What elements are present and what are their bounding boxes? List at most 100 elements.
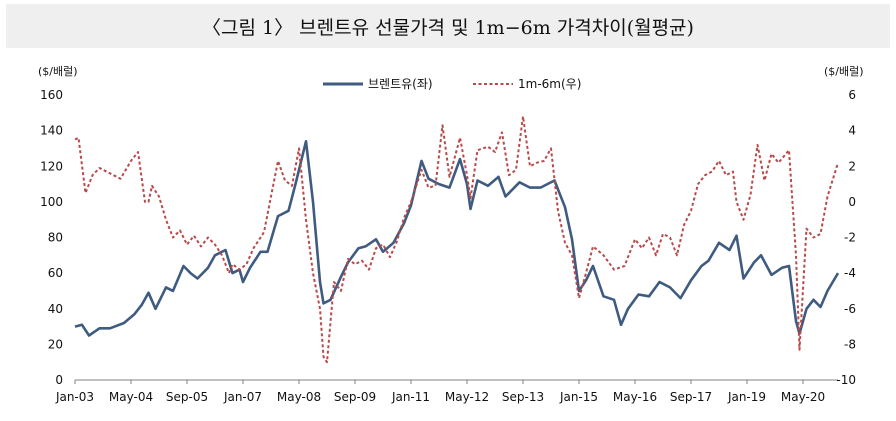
spread-point <box>165 219 167 221</box>
spread-point <box>435 185 437 187</box>
y-right-tick-label: -4 <box>844 266 856 280</box>
brent-price-point <box>820 306 822 308</box>
brent-price-point <box>470 208 472 210</box>
spread-point <box>813 237 815 239</box>
spread-point <box>85 192 87 194</box>
spread-point <box>368 269 370 271</box>
spread-point <box>697 183 699 185</box>
spread-point <box>109 173 111 175</box>
brent-price-point <box>81 324 83 326</box>
brent-price-point <box>141 304 143 306</box>
spread-point <box>246 263 248 265</box>
x-tick-label: Jan-11 <box>391 390 430 404</box>
brent-price-point <box>736 235 738 237</box>
spread-point <box>361 260 363 262</box>
brent-price-point <box>603 295 605 297</box>
y-left-tick-label: 20 <box>48 337 63 351</box>
spread-point <box>277 160 279 162</box>
spread-point <box>389 256 391 258</box>
spread-point <box>319 308 321 310</box>
x-tick-label: May-08 <box>277 390 321 404</box>
brent-price-point <box>627 308 629 310</box>
y-right-tick-label: -2 <box>844 231 856 245</box>
spread-point <box>347 258 349 260</box>
spread-point <box>788 149 790 151</box>
spread-point <box>641 247 643 249</box>
brent-price-point <box>753 262 755 264</box>
spread-point <box>74 139 76 141</box>
y-right-unit-label: ($/배럴) <box>824 65 864 78</box>
spread-point <box>442 124 444 126</box>
spread-point <box>827 196 829 198</box>
spread-point <box>764 180 766 182</box>
spread-point <box>494 151 496 153</box>
brent-price-point <box>260 251 262 253</box>
spread-point <box>683 224 685 226</box>
spread-point <box>690 210 692 212</box>
brent-price-point <box>571 238 573 240</box>
x-tick-label: May-20 <box>781 390 825 404</box>
brent-price-point <box>148 292 150 294</box>
spread-point <box>232 263 234 265</box>
spread-point <box>648 237 650 239</box>
spread-point <box>207 237 209 239</box>
spread-point <box>326 361 328 363</box>
spread-point <box>130 160 132 162</box>
brent-price-point <box>319 281 321 283</box>
spread-point <box>799 349 801 351</box>
brent-price-point <box>197 278 199 280</box>
spread-point <box>270 196 272 198</box>
spread-point <box>806 228 808 230</box>
spread-point <box>725 174 727 176</box>
y-right-tick-label: -8 <box>844 337 856 351</box>
y-left-tick-label: 120 <box>40 159 63 173</box>
brent-price-point <box>529 187 531 189</box>
brent-price-line <box>74 140 840 337</box>
spread-point <box>837 162 839 164</box>
brent-price-point <box>123 322 125 324</box>
spread-point <box>470 197 472 199</box>
brent-price-point <box>680 297 682 299</box>
brent-price-point <box>99 327 101 329</box>
brent-price-point <box>669 287 671 289</box>
spread-point <box>501 132 503 134</box>
spread-point <box>340 290 342 292</box>
brent-price-point <box>827 290 829 292</box>
brent-price-point <box>382 251 384 253</box>
brent-price-point <box>771 274 773 276</box>
x-tick-label: Jan-19 <box>727 390 766 404</box>
spread-point <box>354 263 356 265</box>
spread-point <box>704 174 706 176</box>
brent-price-point <box>498 176 500 178</box>
brent-price-point <box>708 260 710 262</box>
spread-point <box>477 149 479 151</box>
spread-point <box>305 219 307 221</box>
brent-price-point <box>295 183 297 185</box>
brent-price-point <box>421 160 423 162</box>
brent-price-point <box>837 272 839 274</box>
spread-point <box>333 281 335 283</box>
x-tick-label: Sep-13 <box>502 390 544 404</box>
brent-price-point <box>428 178 430 180</box>
x-tick-label: Jan-15 <box>559 390 598 404</box>
x-tick-label: May-16 <box>613 390 657 404</box>
spread-point <box>466 174 468 176</box>
brent-price-point <box>690 279 692 281</box>
spread-point <box>396 240 398 242</box>
brent-price-point <box>701 265 703 267</box>
y-left-unit-label: ($/배럴) <box>38 65 78 78</box>
spread-1m-6m-line <box>74 115 839 364</box>
x-tick-label: Jan-07 <box>223 390 262 404</box>
y-right-tick-label: 0 <box>848 195 856 209</box>
brent-price-point <box>743 278 745 280</box>
spread-point <box>298 148 300 150</box>
spread-point <box>375 247 377 249</box>
spread-point <box>732 171 734 173</box>
spread-point <box>676 254 678 256</box>
chart-title-bar: 〈그림 1〉 브렌트유 선물가격 및 1m−6m 가격차이(월평균) <box>6 4 890 48</box>
brent-price-point <box>760 254 762 256</box>
spread-point <box>592 246 594 248</box>
y-right-tick-label: 6 <box>848 88 856 102</box>
spread-point <box>543 160 545 162</box>
